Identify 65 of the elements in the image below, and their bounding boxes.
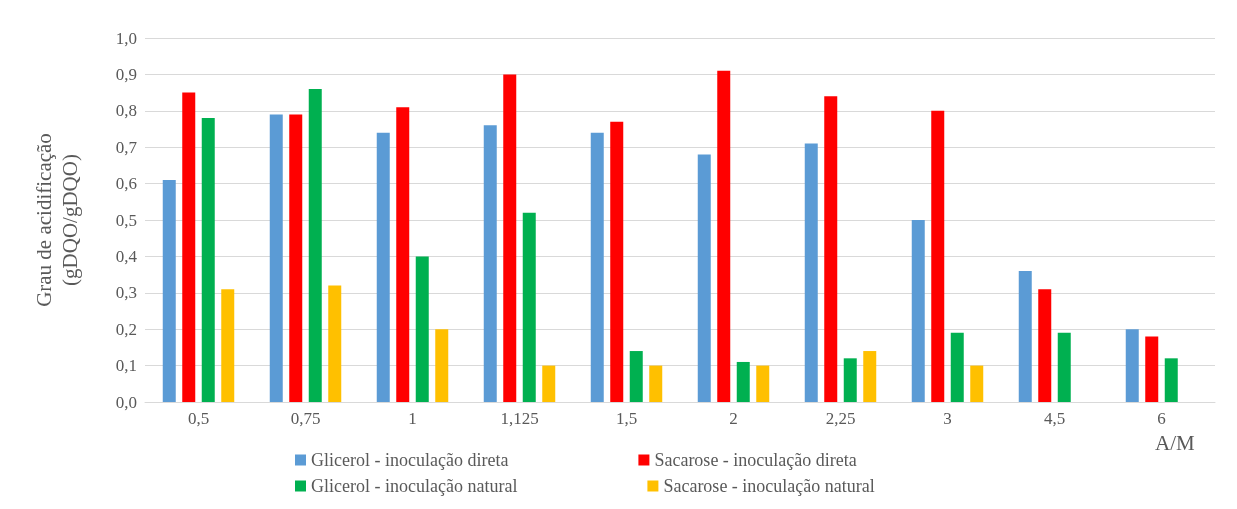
x-tick-label: 2,25: [825, 409, 856, 428]
bar: [542, 365, 556, 402]
bar: [736, 361, 750, 402]
x-tick-label: 3: [943, 409, 952, 428]
y-tick-label: 0,7: [115, 137, 138, 157]
legend-label: Sacarose - inoculação natural: [663, 476, 875, 496]
x-tick-label: 0,75: [290, 409, 321, 428]
bar: [863, 351, 877, 402]
y-tick-label: 0,8: [115, 101, 137, 121]
bar: [182, 92, 196, 402]
bar: [1125, 329, 1139, 402]
bar: [503, 74, 517, 402]
y-tick-label: 0,3: [115, 283, 137, 303]
bar: [522, 212, 536, 402]
x-tick-label: 6: [1157, 409, 1166, 428]
x-tick-label: 1,5: [615, 409, 638, 428]
bar: [717, 70, 731, 402]
bar: [376, 132, 390, 402]
legend-label: Glicerol - inoculação direta: [311, 450, 509, 470]
legend-label: Glicerol - inoculação natural: [311, 476, 518, 496]
bar: [328, 285, 342, 402]
y-tick-label: 0,1: [115, 356, 137, 376]
y-tick-label: 0,9: [115, 64, 137, 84]
bar: [1145, 336, 1159, 402]
y-tick-label: 0,4: [115, 246, 138, 266]
bar: [629, 351, 643, 402]
bar: [931, 110, 945, 402]
bar: [610, 121, 624, 402]
bar: [950, 332, 964, 402]
bar: [649, 365, 663, 402]
y-tick-label: 0,0: [115, 392, 137, 412]
x-tick-label: 1,125: [500, 409, 539, 428]
x-tick-label: 1: [408, 409, 417, 428]
bar: [1038, 289, 1052, 402]
bar: [308, 88, 322, 402]
y-tick-label: 0,6: [115, 174, 137, 194]
bar: [911, 220, 925, 402]
x-tick-label: 2: [729, 409, 738, 428]
y-axis-title: Grau de acidificação (gDQO/gDQO): [32, 133, 82, 307]
x-axis-title: A/M: [1155, 430, 1195, 455]
bar: [804, 143, 818, 402]
bar: [162, 179, 176, 402]
x-tick-label: 0,5: [187, 409, 210, 428]
bar: [289, 114, 303, 402]
bar: [1057, 332, 1071, 402]
bar: [843, 358, 857, 402]
y-tick-label: 0,5: [115, 210, 137, 230]
bar: [269, 114, 283, 402]
bar: [1164, 358, 1178, 402]
bar: [824, 96, 838, 402]
bar: [221, 289, 235, 402]
y-tick-label: 1,0: [115, 28, 137, 48]
x-tick-label: 4,5: [1043, 409, 1066, 428]
bar: [415, 256, 429, 402]
bar: [697, 154, 711, 402]
bar: [590, 132, 604, 402]
bar: [201, 118, 215, 402]
bar: [756, 365, 770, 402]
bar: [1018, 270, 1032, 402]
y-tick-label: 0,2: [115, 319, 137, 339]
bar: [483, 125, 497, 402]
legend-label: Sacarose - inoculação direta: [654, 450, 857, 470]
bar: [970, 365, 984, 402]
bar: [435, 329, 449, 402]
bar: [396, 107, 410, 402]
